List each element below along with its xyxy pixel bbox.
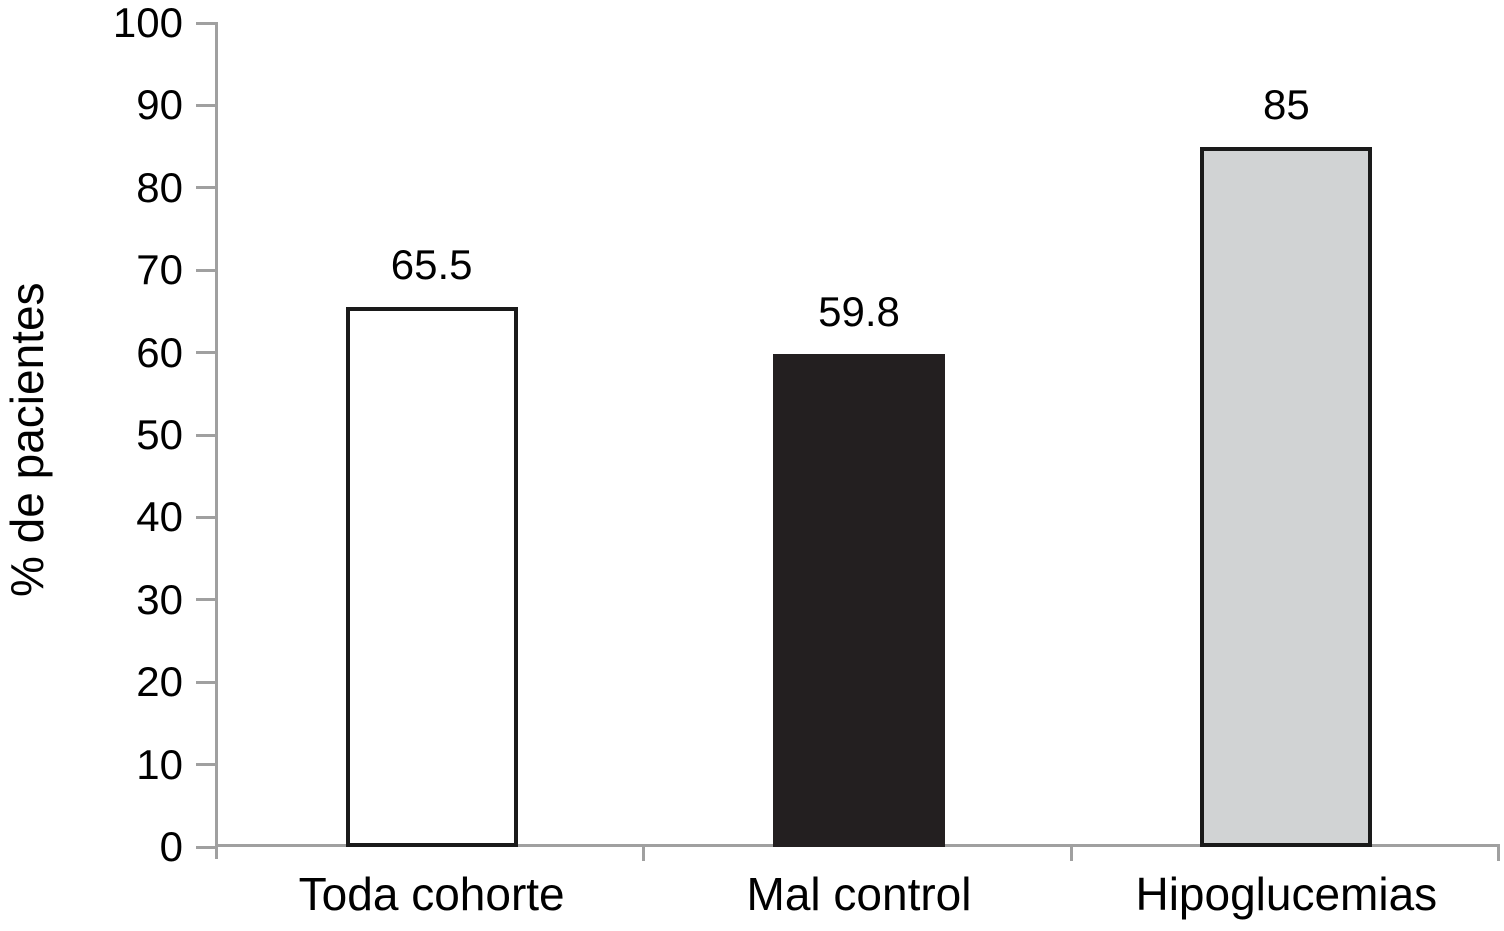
y-tick-mark — [196, 515, 218, 519]
x-category-label: Mal control — [746, 868, 972, 920]
y-tick-label: 100 — [112, 0, 183, 46]
bar — [1200, 146, 1373, 847]
x-tick-mark — [642, 847, 646, 861]
y-tick-label: 80 — [136, 163, 183, 211]
y-tick-mark — [196, 598, 218, 602]
y-tick-label: 60 — [136, 328, 183, 376]
y-tick-mark — [196, 186, 218, 190]
bar-slot: 59.8 — [773, 23, 945, 847]
y-tick-label: 90 — [136, 81, 183, 129]
y-tick-mark — [196, 845, 218, 849]
y-axis-line — [215, 22, 218, 859]
bar-value-label: 59.8 — [818, 288, 900, 336]
y-tick-mark — [196, 763, 218, 767]
y-tick-label: 70 — [136, 246, 183, 294]
y-tick-mark — [196, 433, 218, 437]
bar-slot: 65.5 — [345, 23, 518, 847]
x-tick-mark — [1069, 847, 1073, 861]
y-tick-mark — [196, 103, 218, 107]
y-tick-mark — [196, 268, 218, 272]
y-tick-mark — [196, 680, 218, 684]
bar — [345, 307, 518, 847]
y-tick-label: 50 — [136, 411, 183, 458]
bar — [773, 354, 945, 847]
y-tick-label: 20 — [136, 658, 183, 706]
y-tick-mark — [196, 21, 218, 25]
y-tick-label: 30 — [136, 575, 183, 623]
y-tick-label: 10 — [136, 740, 183, 788]
y-tick-mark — [196, 351, 218, 355]
y-tick-label: 40 — [136, 493, 183, 541]
plot-area: 0 10 20 30 40 50 60 70 80 90 100 65.5 59.8 85 Toda c… — [113, 2, 1500, 919]
x-category-label: Toda cohorte — [298, 868, 565, 920]
x-tick-mark — [1497, 847, 1500, 861]
bar-value-label: 85 — [1262, 80, 1310, 128]
y-tick-label: 0 — [159, 823, 183, 870]
bar-value-label: 65.5 — [390, 241, 473, 289]
bar-slot: 85 — [1200, 23, 1373, 847]
x-category-label: Hipoglucemias — [1135, 868, 1438, 920]
